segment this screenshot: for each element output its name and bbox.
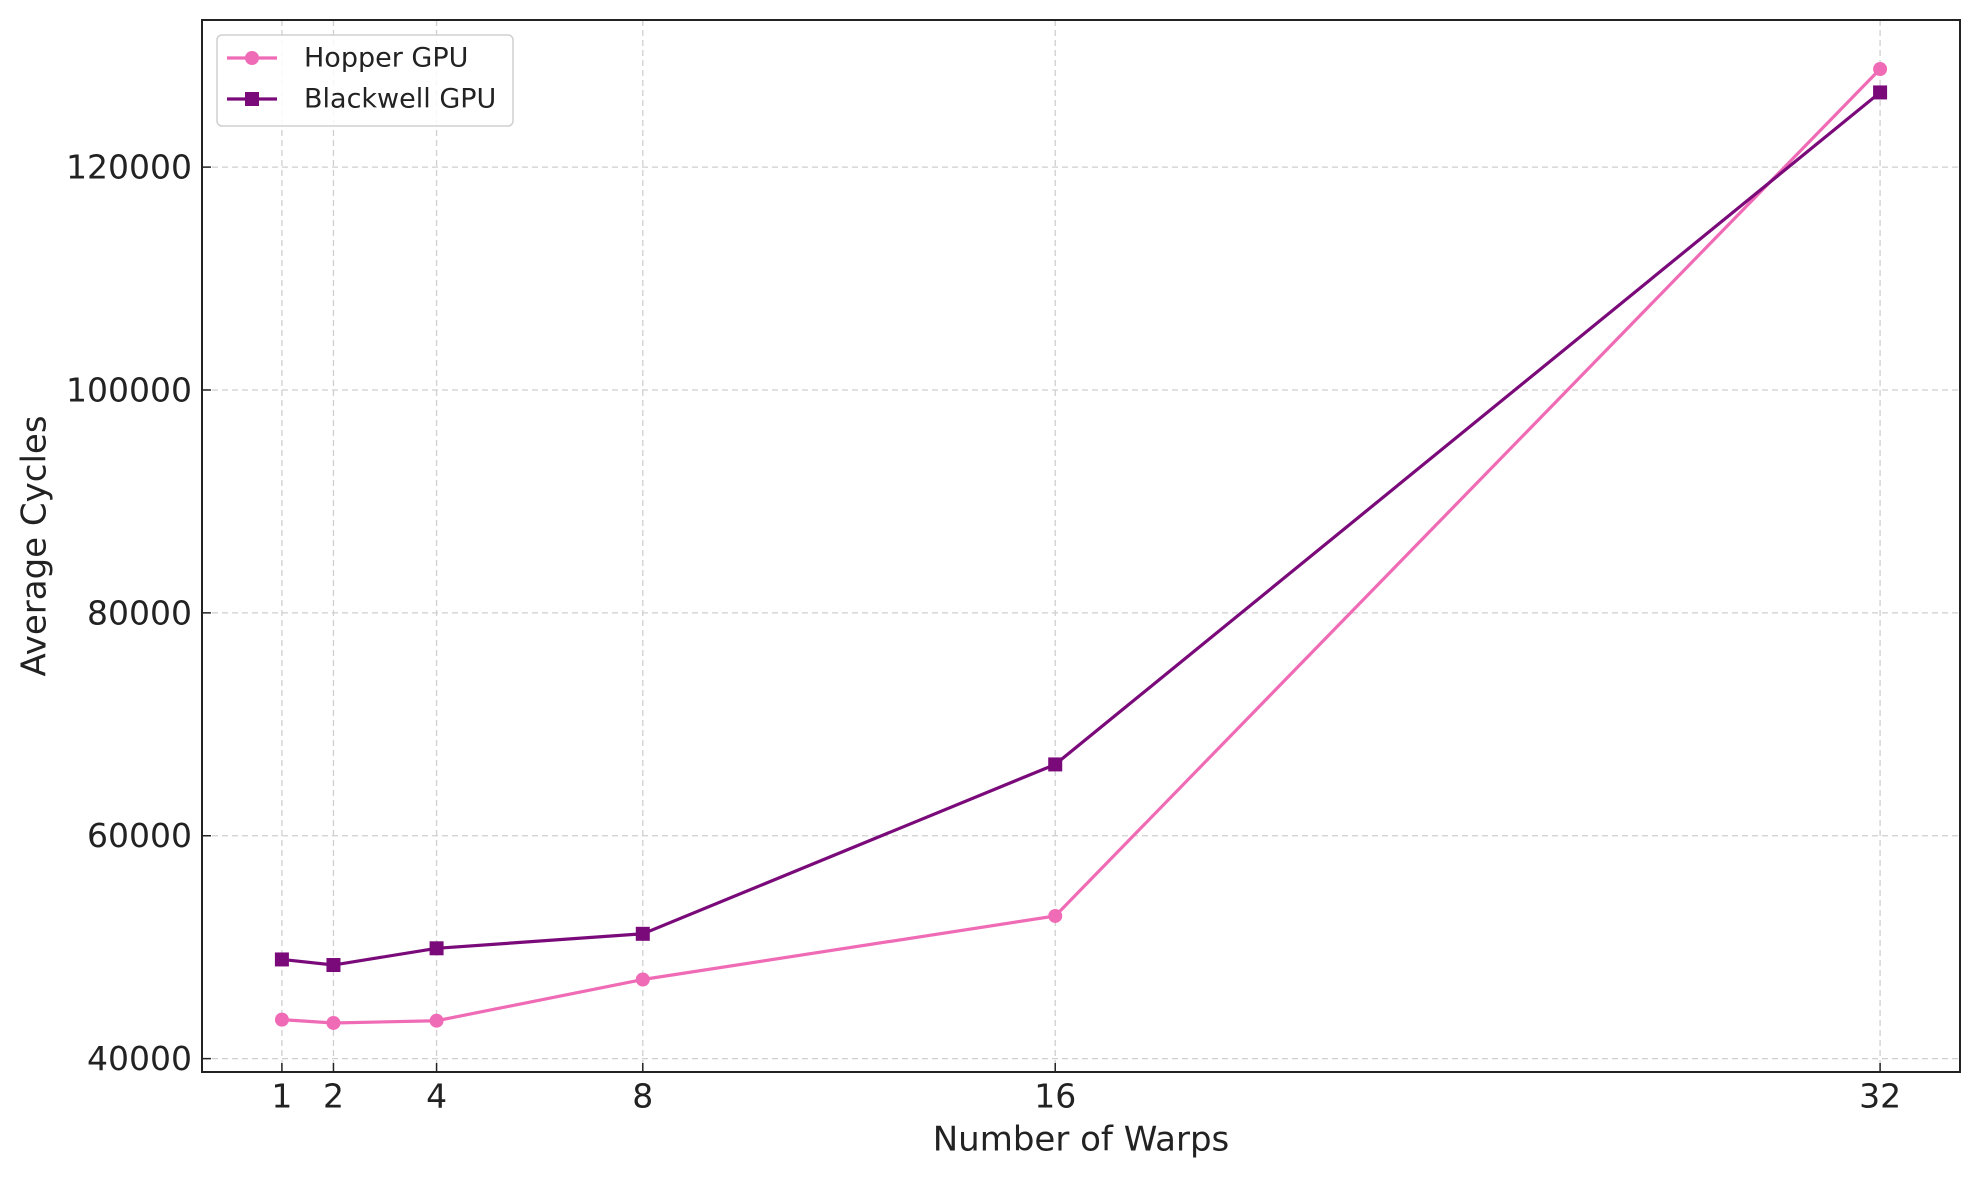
data-point xyxy=(635,926,650,941)
y-axis-label: Average Cycles xyxy=(15,415,55,676)
legend-label: Hopper GPU xyxy=(304,43,468,74)
y-tick-label: 60000 xyxy=(87,816,192,855)
data-point xyxy=(1048,757,1063,772)
legend-marker xyxy=(245,92,259,106)
x-tick-label: 32 xyxy=(1859,1077,1901,1116)
plot-frame xyxy=(201,19,1961,1073)
data-point xyxy=(429,1013,444,1028)
series-line xyxy=(281,91,1882,967)
x-tick-label: 4 xyxy=(426,1077,447,1116)
x-tick-label: 8 xyxy=(632,1077,653,1116)
x-tick-label: 16 xyxy=(1034,1077,1076,1116)
data-point xyxy=(635,972,650,987)
x-tick-label: 1 xyxy=(271,1077,292,1116)
legend-box xyxy=(216,34,514,127)
x-axis-label: Number of Warps xyxy=(933,1120,1230,1160)
data-point xyxy=(326,1015,341,1030)
legend-label: Blackwell GPU xyxy=(304,84,496,115)
data-point xyxy=(1048,908,1063,923)
data-point xyxy=(1873,62,1888,77)
data-point xyxy=(274,952,289,967)
data-point xyxy=(429,941,444,956)
x-tick-label: 2 xyxy=(323,1077,344,1116)
data-point xyxy=(274,1012,289,1027)
data-point xyxy=(1873,85,1888,100)
y-tick-label: 120000 xyxy=(66,148,192,187)
y-tick-label: 100000 xyxy=(66,370,192,409)
series-line xyxy=(281,67,1882,1025)
y-tick-label: 80000 xyxy=(87,593,192,632)
data-point xyxy=(326,958,341,973)
y-tick-label: 40000 xyxy=(87,1039,192,1078)
legend-marker xyxy=(245,51,259,65)
